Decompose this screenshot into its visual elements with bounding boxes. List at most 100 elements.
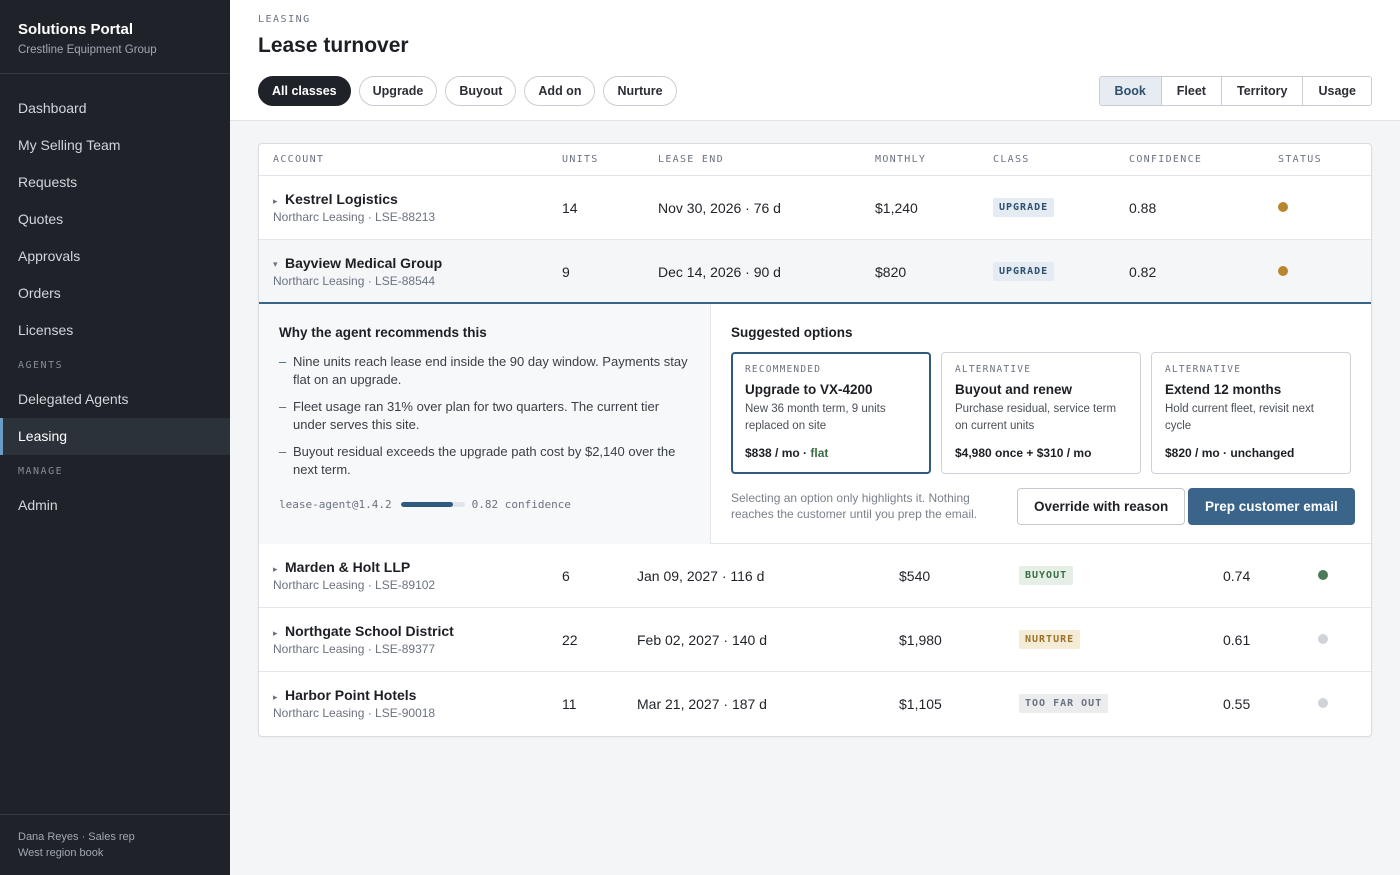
- agent-version: lease-agent@1.4.2: [279, 498, 392, 511]
- option-title: Extend 12 months: [1165, 382, 1282, 397]
- rationale-title: Why the agent recommends this: [279, 325, 487, 340]
- column-header-class: CLASS: [993, 154, 1030, 165]
- monthly-cell: $1,980: [899, 632, 942, 648]
- lease-end-cell: Dec 14, 2026 · 90 d: [658, 264, 781, 280]
- filter-chip-add-on[interactable]: Add on: [524, 76, 596, 106]
- column-header-monthly: MONTHLY: [875, 154, 927, 165]
- class-badge: BUYOUT: [1019, 566, 1074, 585]
- sidebar-item-my-selling-team[interactable]: My Selling Team: [18, 137, 121, 153]
- monthly-cell: $540: [899, 568, 931, 584]
- view-book-button[interactable]: Book: [1099, 77, 1161, 105]
- column-header-lease-end: LEASE END: [658, 154, 724, 165]
- table-row-expanded[interactable]: ▾ Bayview Medical Group Northarc Leasing…: [259, 240, 1371, 304]
- lease-table: ACCOUNT UNITS LEASE END MONTHLY CLASS CO…: [258, 143, 1372, 737]
- confidence-cell: 0.55: [1223, 696, 1251, 712]
- view-fleet-button[interactable]: Fleet: [1160, 77, 1221, 105]
- option-card-extend[interactable]: ALTERNATIVE Extend 12 months Hold curren…: [1151, 352, 1351, 474]
- brand: Solutions Portal Crestline Equipment Gro…: [0, 0, 230, 74]
- status-dot: [1278, 266, 1288, 276]
- breadcrumb: LEASING: [258, 14, 311, 25]
- option-price: $838 / mo · flat: [745, 446, 828, 460]
- user-book: West region book: [18, 847, 104, 859]
- suggested-options: Suggested options RECOMMENDED Upgrade to…: [711, 304, 1371, 544]
- monthly-cell: $1,105: [899, 696, 942, 712]
- option-card-upgrade[interactable]: RECOMMENDED Upgrade to VX-4200 New 36 mo…: [731, 352, 931, 474]
- units-cell: 22: [562, 632, 578, 648]
- units-cell: 11: [562, 696, 577, 712]
- sidebar-item-leasing[interactable]: Leasing: [0, 418, 230, 455]
- lease-end-cell: Jan 09, 2027 · 116 d: [637, 568, 765, 584]
- lease-end-cell: Mar 21, 2027 · 187 d: [637, 696, 767, 712]
- units-cell: 6: [562, 568, 570, 584]
- units-cell: 9: [562, 264, 570, 280]
- option-price: $820 / mo · unchanged: [1165, 446, 1295, 460]
- account-lease-id: Northarc Leasing · LSE-90018: [273, 706, 436, 720]
- confidence-cell: 0.74: [1223, 568, 1251, 584]
- confidence-label: 0.82 confidence: [471, 498, 571, 511]
- sidebar-item-admin[interactable]: Admin: [18, 497, 58, 513]
- filter-chip-nurture[interactable]: Nurture: [603, 76, 677, 106]
- column-header-status: STATUS: [1278, 154, 1322, 165]
- option-kicker: ALTERNATIVE: [955, 364, 1032, 375]
- option-price: $4,980 once + $310 / mo: [955, 446, 1092, 460]
- org-name: Crestline Equipment Group: [18, 44, 157, 56]
- filter-chip-buyout[interactable]: Buyout: [445, 76, 517, 106]
- account-name: Harbor Point Hotels: [285, 687, 417, 703]
- reason-item: Buyout residual exceeds the upgrade path…: [279, 443, 689, 479]
- view-territory-button[interactable]: Territory: [1220, 77, 1303, 105]
- option-title: Buyout and renew: [955, 382, 1073, 397]
- column-header-units: UNITS: [562, 154, 599, 165]
- lease-end-cell: Feb 02, 2027 · 140 d: [637, 632, 767, 648]
- option-kicker: ALTERNATIVE: [1165, 364, 1242, 375]
- sidebar-item-dashboard[interactable]: Dashboard: [18, 100, 87, 116]
- table-row[interactable]: ▸ Harbor Point Hotels Northarc Leasing ·…: [259, 672, 1371, 736]
- status-dot: [1278, 202, 1288, 212]
- view-usage-button[interactable]: Usage: [1302, 77, 1371, 105]
- option-price-tag: flat: [810, 446, 829, 460]
- reason-item: Fleet usage ran 31% over plan for two qu…: [279, 398, 689, 434]
- account-lease-id: Northarc Leasing · LSE-88213: [273, 210, 436, 224]
- page-header: LEASING Lease turnover All classes Upgra…: [230, 0, 1400, 121]
- account-lease-id: Northarc Leasing · LSE-89377: [273, 642, 436, 656]
- sidebar-item-orders[interactable]: Orders: [18, 285, 61, 301]
- account-name: Northgate School District: [285, 623, 454, 639]
- class-badge: NURTURE: [1019, 630, 1081, 649]
- main-content: LEASING Lease turnover All classes Upgra…: [230, 0, 1400, 875]
- confidence-cell: 0.82: [1129, 264, 1157, 280]
- table-row[interactable]: ▸ Marden & Holt LLP Northarc Leasing · L…: [259, 544, 1371, 608]
- option-card-buyout[interactable]: ALTERNATIVE Buyout and renew Purchase re…: [941, 352, 1141, 474]
- sidebar-item-licenses[interactable]: Licenses: [18, 322, 74, 338]
- page-title: Lease turnover: [258, 34, 409, 57]
- table-row[interactable]: ▸ Kestrel Logistics Northarc Leasing · L…: [259, 176, 1371, 240]
- option-description: Purchase residual, service term on curre…: [955, 403, 1117, 432]
- status-dot: [1318, 634, 1328, 644]
- sidebar-section-manage: MANAGE: [18, 466, 64, 477]
- table-row[interactable]: ▸ Northgate School District Northarc Lea…: [259, 608, 1371, 672]
- prep-customer-email-button[interactable]: Prep customer email: [1188, 488, 1355, 525]
- expand-caret-icon[interactable]: ▸: [273, 564, 278, 574]
- expand-caret-icon[interactable]: ▸: [273, 196, 278, 206]
- agent-rationale: Why the agent recommends this Nine units…: [259, 304, 711, 544]
- sidebar-item-approvals[interactable]: Approvals: [18, 248, 81, 264]
- status-dot: [1318, 570, 1328, 580]
- status-dot: [1318, 698, 1328, 708]
- sidebar-item-delegated-agents[interactable]: Delegated Agents: [18, 391, 129, 407]
- expand-caret-icon[interactable]: ▸: [273, 628, 278, 638]
- sidebar-item-requests[interactable]: Requests: [18, 174, 78, 190]
- reason-item: Nine units reach lease end inside the 90…: [279, 353, 689, 389]
- option-kicker: RECOMMENDED: [745, 364, 822, 375]
- option-description: Hold current fleet, revisit next cycle: [1165, 403, 1314, 432]
- class-badge: TOO FAR OUT: [1019, 694, 1109, 713]
- account-name: Marden & Holt LLP: [285, 559, 411, 575]
- column-header-account: ACCOUNT: [273, 154, 325, 165]
- sidebar-item-quotes[interactable]: Quotes: [18, 211, 64, 227]
- filter-chip-upgrade[interactable]: Upgrade: [358, 76, 438, 106]
- collapse-caret-icon[interactable]: ▾: [273, 259, 278, 269]
- recommendation-panel: Why the agent recommends this Nine units…: [259, 304, 1371, 544]
- override-with-reason-button[interactable]: Override with reason: [1017, 488, 1186, 525]
- agent-confidence: lease-agent@1.4.2 0.82 confidence: [279, 498, 571, 511]
- filter-chip-all-classes[interactable]: All classes: [258, 76, 351, 106]
- expand-caret-icon[interactable]: ▸: [273, 692, 278, 702]
- account-lease-id: Northarc Leasing · LSE-88544: [273, 274, 436, 288]
- sidebar-section-agents: AGENTS: [18, 360, 64, 371]
